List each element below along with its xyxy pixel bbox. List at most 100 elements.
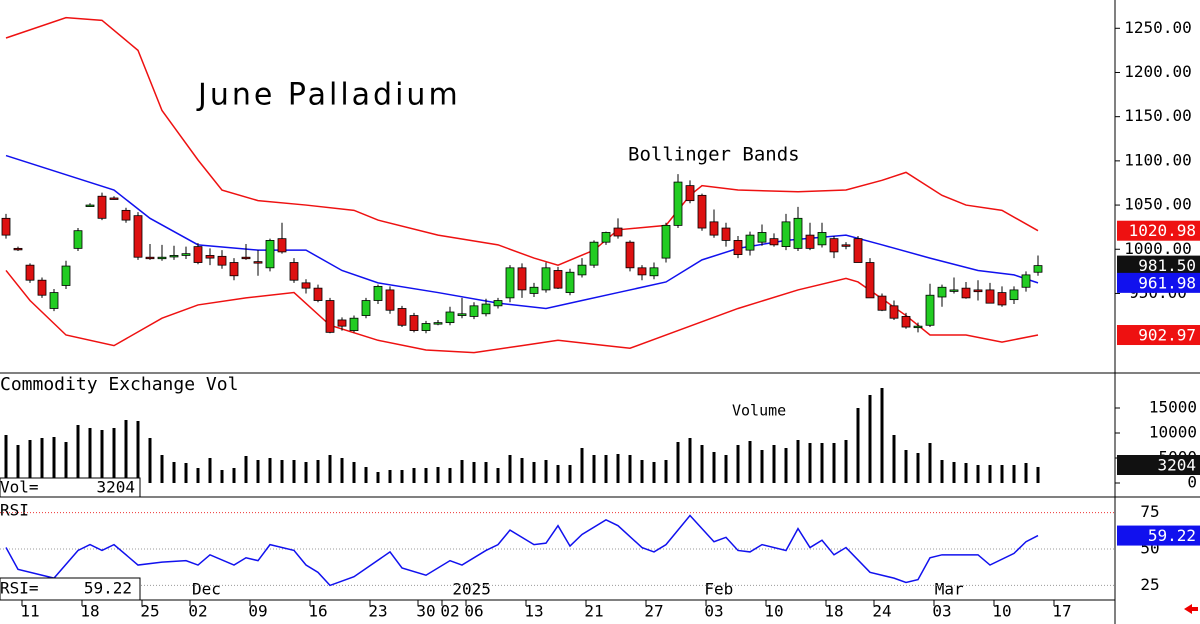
- x-tick-label: 23: [368, 602, 387, 621]
- candle-body: [49, 292, 59, 309]
- volume-bar: [676, 442, 680, 483]
- candle-body: [637, 267, 647, 276]
- candle-body: [397, 308, 407, 326]
- candle-body: [193, 246, 203, 263]
- volume-bar: [448, 468, 452, 483]
- volume-bar: [784, 448, 788, 483]
- candle-body: [985, 289, 995, 304]
- panel-title: RSI: [0, 501, 29, 520]
- volume-bar: [400, 470, 404, 483]
- volume-bar: [376, 472, 380, 483]
- x-tick-label: 24: [872, 602, 891, 621]
- candle-body: [85, 204, 95, 207]
- candle-body: [337, 319, 347, 327]
- volume-bar: [820, 443, 824, 483]
- volume-bar: [244, 456, 248, 483]
- volume-bar: [724, 455, 728, 483]
- volume-bar: [568, 465, 572, 483]
- candle-body: [697, 194, 707, 229]
- candle-body: [853, 238, 863, 263]
- y-tick-label: 1200.00: [1124, 62, 1191, 81]
- candle-body: [661, 224, 671, 259]
- volume-bar: [748, 441, 752, 483]
- readout-label: RSI=: [0, 579, 39, 598]
- volume-bar: [580, 448, 584, 483]
- volume-bar: [1000, 465, 1004, 483]
- volume-bar: [856, 408, 860, 483]
- readout-value: 59.22: [84, 579, 132, 598]
- candle-body: [493, 300, 503, 307]
- candle-body: [589, 241, 599, 266]
- volume-bar: [412, 468, 416, 483]
- candle-body: [409, 315, 419, 331]
- volume-bar: [688, 438, 692, 483]
- value-box: [1117, 272, 1200, 293]
- value-box-label: 3204: [1157, 456, 1196, 475]
- volume-bar: [124, 420, 128, 483]
- candle-body: [733, 240, 743, 255]
- x-tick-label: 30: [416, 602, 435, 621]
- volume-bar: [304, 462, 308, 483]
- volume-bar: [712, 452, 716, 483]
- annotation: Volume: [732, 402, 786, 420]
- x-tick-label: 09: [248, 602, 267, 621]
- volume-bar: [364, 467, 368, 483]
- volume-bar: [652, 462, 656, 483]
- value-box: [1117, 525, 1200, 546]
- candle-body: [913, 325, 923, 329]
- x-tick-label: 21: [584, 602, 603, 621]
- candle-body: [577, 264, 587, 276]
- volume-bar: [496, 468, 500, 483]
- volume-bar: [436, 467, 440, 483]
- scroll-arrow[interactable]: [1184, 604, 1198, 614]
- candle-body: [181, 253, 191, 256]
- candle-body: [13, 247, 23, 251]
- volume-bar: [796, 440, 800, 483]
- x-tick-label: 10: [764, 602, 783, 621]
- volume-bar: [1012, 465, 1016, 483]
- candle-body: [1, 217, 11, 236]
- readout-value: 3204: [96, 478, 135, 497]
- volume-bar: [760, 450, 764, 483]
- candle-body: [457, 313, 467, 316]
- volume-bar: [976, 465, 980, 483]
- x-tick-label: 18: [824, 602, 843, 621]
- volume-bar: [208, 458, 212, 483]
- volume-bar: [232, 468, 236, 483]
- candle-body: [529, 286, 539, 294]
- candle-body: [757, 232, 767, 243]
- y-tick-label: 0: [1187, 473, 1197, 492]
- volume-bar: [880, 388, 884, 483]
- volume-bar: [640, 460, 644, 483]
- candle-body: [133, 215, 143, 258]
- volume-bar: [556, 465, 560, 483]
- volume-bar: [196, 468, 200, 483]
- candle-body: [925, 294, 935, 326]
- volume-bar: [316, 460, 320, 483]
- value-box: [1117, 220, 1200, 241]
- volume-bar: [592, 455, 596, 483]
- candle-body: [373, 285, 383, 301]
- candle-body: [517, 267, 527, 291]
- volume-bar: [172, 462, 176, 483]
- candle-body: [205, 255, 215, 259]
- x-tick-label: 25: [140, 602, 159, 621]
- volume-bar: [112, 428, 116, 483]
- candle-body: [937, 286, 947, 298]
- volume-bar: [928, 443, 932, 483]
- volume-bar: [460, 460, 464, 483]
- x-tick-label: 27: [644, 602, 663, 621]
- volume-bar: [892, 435, 896, 483]
- candle-body: [601, 232, 611, 243]
- x-tick-label: 18: [80, 602, 99, 621]
- chart-title: June Palladium: [196, 78, 461, 113]
- y-tick-label: 1000.00: [1124, 239, 1191, 258]
- candle-body: [445, 311, 455, 324]
- volume-bar: [532, 462, 536, 483]
- volume-bar: [1024, 463, 1028, 483]
- candle-body: [769, 238, 779, 246]
- readout-box: [0, 477, 141, 498]
- candle-body: [613, 227, 623, 237]
